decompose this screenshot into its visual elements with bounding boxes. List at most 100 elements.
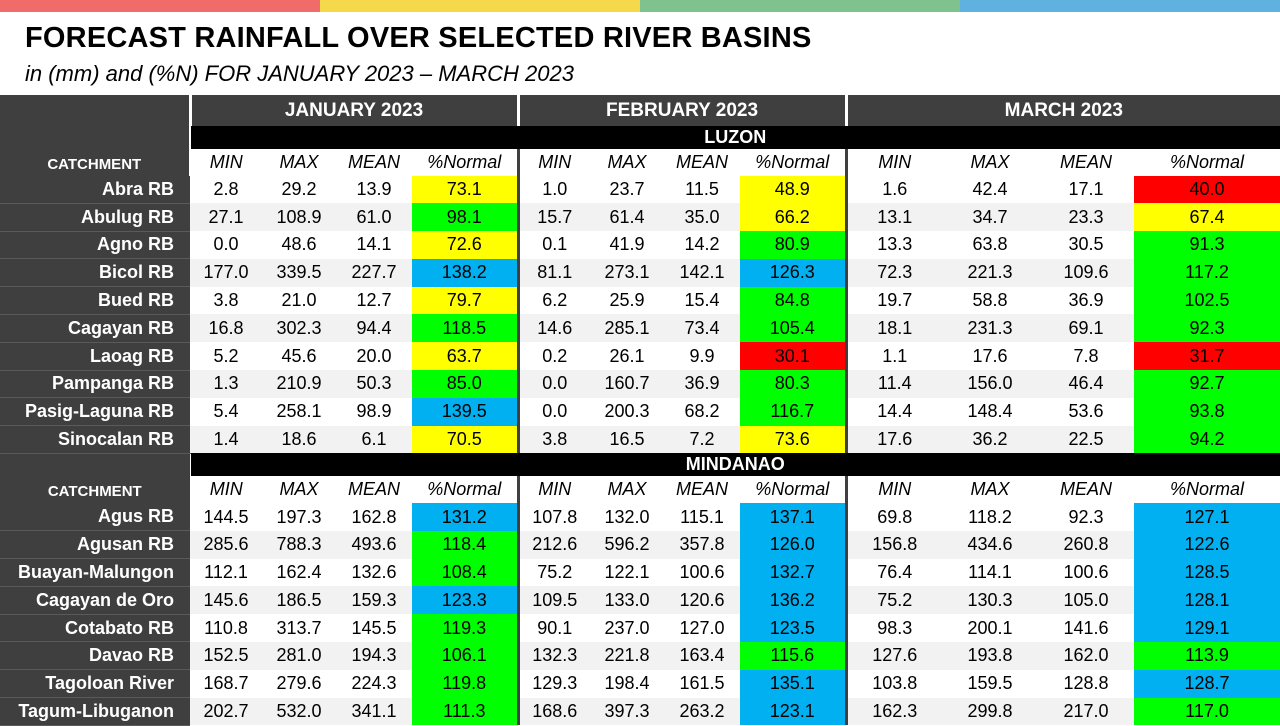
value-cell: 36.9	[664, 370, 741, 398]
value-cell: 63.8	[942, 231, 1039, 259]
value-cell: 2.8	[190, 176, 262, 204]
percent-normal-cell: 66.2	[740, 203, 848, 232]
value-cell: 221.3	[942, 258, 1039, 287]
value-cell: 788.3	[262, 530, 336, 559]
value-cell: 110.8	[190, 614, 262, 642]
table-row: Agusan RB 285.6 788.3 493.6 118.4 212.6 596.2 3…	[0, 530, 1280, 560]
value-cell: 107.8	[516, 503, 591, 531]
value-cell: 14.2	[664, 231, 741, 259]
value-cell: 35.0	[664, 203, 741, 232]
percent-normal-cell: 93.8	[1134, 397, 1280, 426]
percent-normal-cell: 123.1	[740, 697, 848, 726]
value-cell: 5.2	[190, 342, 262, 371]
value-cell: 177.0	[190, 258, 262, 287]
value-cell: 13.1	[844, 203, 943, 232]
table-row: Laoag RB 5.2 45.6 20.0 63.7 0.2 26.1 9.9 30.1 1.1…	[0, 342, 1280, 371]
percent-normal-cell: 129.1	[1134, 614, 1280, 642]
value-cell: 132.0	[590, 503, 665, 531]
value-cell: 48.6	[262, 231, 336, 259]
value-cell: 532.0	[262, 697, 336, 726]
value-cell: 0.0	[516, 370, 591, 398]
percent-normal-cell: 63.7	[412, 342, 520, 371]
value-cell: 197.3	[262, 503, 336, 531]
value-cell: 68.2	[664, 397, 741, 426]
catchment-name: Agus RB	[0, 503, 190, 532]
value-cell: 341.1	[336, 697, 412, 726]
value-cell: 76.4	[844, 558, 943, 587]
percent-normal-cell: 111.3	[412, 697, 520, 726]
percent-normal-cell: 122.6	[1134, 530, 1280, 559]
value-cell: 0.0	[190, 231, 262, 259]
percent-normal-cell: 67.4	[1134, 203, 1280, 232]
value-cell: 19.7	[844, 286, 943, 315]
value-cell: 7.8	[1038, 342, 1135, 371]
corner-cell: CATCHMENT	[0, 453, 191, 504]
percent-normal-cell: 115.6	[740, 641, 848, 670]
table-row: Bicol RB 177.0 339.5 227.7 138.2 81.1 273.1 142…	[0, 258, 1280, 288]
value-cell: 263.2	[664, 697, 741, 726]
month-header: JANUARY 2023	[188, 95, 519, 126]
top-bar-segment	[960, 0, 1280, 12]
table-row: Tagoloan River 168.7 279.6 224.3 119.8 129.3 1…	[0, 669, 1280, 699]
value-cell: 21.0	[262, 286, 336, 315]
percent-normal-cell: 118.5	[412, 314, 520, 343]
value-cell: 90.1	[516, 614, 591, 642]
value-cell: 118.2	[942, 503, 1039, 531]
percent-normal-cell: 106.1	[412, 641, 520, 670]
stat-header: %Normal	[412, 476, 519, 504]
table-row: Cotabato RB 110.8 313.7 145.5 119.3 90.1 237.0…	[0, 614, 1280, 643]
stat-header: MIN	[844, 476, 943, 504]
value-cell: 7.2	[664, 425, 741, 454]
percent-normal-cell: 117.2	[1134, 258, 1280, 287]
value-cell: 36.2	[942, 425, 1039, 454]
table-row: Bued RB 3.8 21.0 12.7 79.7 6.2 25.9 15.4 84.8 19.…	[0, 286, 1280, 315]
catchment-name: Tagoloan River	[0, 669, 190, 699]
value-cell: 128.8	[1038, 669, 1135, 698]
value-cell: 313.7	[262, 614, 336, 642]
percent-normal-cell: 136.2	[740, 586, 848, 615]
stat-header-row: MIN MAX MEAN %Normal MIN MAX MEAN %Normal MIN MAX…	[0, 476, 1280, 504]
value-cell: 61.0	[336, 203, 412, 232]
value-cell: 163.4	[664, 641, 741, 670]
percent-normal-cell: 94.2	[1134, 425, 1280, 454]
value-cell: 98.3	[844, 614, 943, 642]
value-cell: 339.5	[262, 258, 336, 287]
value-cell: 302.3	[262, 314, 336, 343]
stat-header: %Normal	[740, 149, 847, 176]
value-cell: 285.6	[190, 530, 262, 559]
percent-normal-cell: 70.5	[412, 425, 520, 454]
value-cell: 14.4	[844, 397, 943, 426]
percent-normal-cell: 80.9	[740, 231, 848, 259]
value-cell: 200.3	[590, 397, 665, 426]
stat-header: MEAN	[664, 476, 741, 504]
percent-normal-cell: 92.7	[1134, 370, 1280, 398]
value-cell: 14.1	[336, 231, 412, 259]
percent-normal-cell: 139.5	[412, 397, 520, 426]
value-cell: 156.0	[942, 370, 1039, 398]
percent-normal-cell: 108.4	[412, 558, 520, 587]
stat-header: MAX	[942, 476, 1039, 504]
value-cell: 15.7	[516, 203, 591, 232]
value-cell: 596.2	[590, 530, 665, 559]
value-cell: 72.3	[844, 258, 943, 287]
value-cell: 109.6	[1038, 258, 1135, 287]
percent-normal-cell: 123.3	[412, 586, 520, 615]
value-cell: 397.3	[590, 697, 665, 726]
stat-header: MEAN	[336, 476, 412, 504]
table-row: Agus RB 144.5 197.3 162.8 131.2 107.8 132.0 115…	[0, 503, 1280, 532]
value-cell: 493.6	[336, 530, 412, 559]
value-cell: 18.1	[844, 314, 943, 343]
value-cell: 105.0	[1038, 586, 1135, 615]
value-cell: 127.6	[844, 641, 943, 670]
value-cell: 1.6	[844, 176, 943, 204]
value-cell: 258.1	[262, 397, 336, 426]
value-cell: 162.4	[262, 558, 336, 587]
value-cell: 13.3	[844, 231, 943, 259]
value-cell: 273.1	[590, 258, 665, 287]
stat-header: MAX	[590, 476, 665, 504]
value-cell: 25.9	[590, 286, 665, 315]
value-cell: 130.3	[942, 586, 1039, 615]
stat-header: %Normal	[740, 476, 847, 504]
value-cell: 26.1	[590, 342, 665, 371]
value-cell: 12.7	[336, 286, 412, 315]
